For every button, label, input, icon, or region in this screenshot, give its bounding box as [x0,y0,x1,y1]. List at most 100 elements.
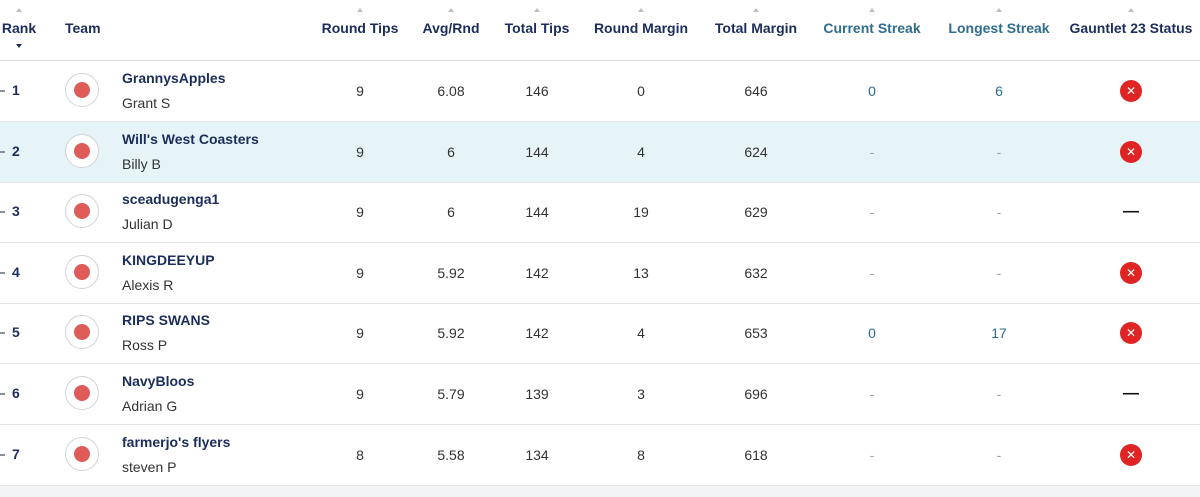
stat-value: 632 [744,264,768,281]
sort-arrow [869,8,875,12]
stat-value: 144 [525,143,549,160]
stat-value: 9 [356,143,364,160]
team-name[interactable]: Will's West Coasters [122,130,259,147]
team-logo [65,194,99,229]
stat-value: - [869,386,875,402]
stat-value: - [996,446,1002,463]
column-header[interactable]: Team [65,20,101,36]
sort-arrow [16,8,22,12]
sort-arrow [448,8,454,12]
rank: 7 [12,445,20,462]
header-row: Rank Team Round Tips Avg/Rnd Total Tips Round… [0,0,1200,61]
stat-value: 6 [447,204,455,221]
owner-name: steven P [122,458,177,475]
table-row[interactable]: 1 GrannysApples Grant S 9 6.08 146 0 646 0 6 ✕ [0,61,1200,122]
table-row[interactable]: 7 farmerjo's flyers steven P 8 5.58 134 8 618 - -… [0,425,1200,486]
table-row[interactable]: 3 sceadugenga1 Julian D 9 6 144 19 629 - - — [0,182,1200,244]
stat-value: 0 [868,325,876,342]
column-header[interactable]: Total Margin [714,20,798,36]
column-header[interactable]: Gauntlet 23 Status [1069,20,1193,36]
table-row[interactable]: 6 NavyBloos Adrian G 9 5.79 139 3 696 - - — [0,364,1200,425]
sort-arrow [996,8,1002,12]
stat-value: - [996,204,1002,221]
stat-value: 6 [447,143,455,160]
stat-value: 9 [356,325,364,342]
sort-arrow [357,8,363,12]
team-name[interactable]: NavyBloos [122,373,195,389]
column-header[interactable]: Rank [1,20,37,36]
stat-value: 4 [637,143,645,160]
stat-value: 3 [637,386,645,402]
team-logo [65,315,99,350]
rank-movement [0,211,5,214]
stat-value: - [996,143,1002,160]
owner-name: Adrian G [122,398,178,414]
stat-value: 142 [525,325,549,342]
rank-movement [0,271,5,274]
stat-value: 5.92 [437,325,465,342]
rank-movement [0,150,5,153]
stat-value: 146 [525,83,549,99]
rank: 2 [12,142,20,159]
column-header[interactable]: Longest Streak [948,20,1050,36]
rank-movement [0,453,5,456]
table-row[interactable]: 2 Will's West Coasters Billy B 9 6 144 4 624 - - ✕ [0,121,1200,183]
stat-value: - [869,204,875,221]
stat-value: 9 [356,204,364,221]
rank-movement [0,393,5,395]
gauntlet-status: — [1123,203,1139,221]
stat-value: 5.79 [437,386,465,402]
stat-value: 629 [744,204,768,221]
stat-value: 9 [356,83,364,99]
rank: 6 [12,385,20,401]
table-row[interactable]: 5 RIPS SWANS Ross P 9 5.92 142 4 653 0 17 ✕ [0,303,1200,365]
gauntlet-status: ✕ [1120,140,1142,163]
column-header[interactable]: Round Tips [321,20,399,36]
gauntlet-status: ✕ [1120,80,1142,102]
stat-value: 646 [744,83,768,99]
leaderboard: Rank Team Round Tips Avg/Rnd Total Tips Round… [0,0,1200,486]
owner-name: Alexis R [122,276,174,293]
stat-value: - [996,386,1002,402]
team-name[interactable]: RIPS SWANS [122,312,210,329]
sort-arrow [638,8,644,12]
sort-arrow [1128,8,1134,12]
owner-name: Grant S [122,95,171,111]
stat-value: 6 [995,83,1003,99]
sort-arrow [16,44,22,48]
stat-value: 19 [633,204,649,221]
team-name[interactable]: KINGDEEYUP [122,251,215,268]
stat-value: 696 [744,386,768,402]
gauntlet-status: ✕ [1120,322,1142,345]
owner-name: Julian D [122,216,173,233]
stat-value: 624 [744,143,768,160]
column-header[interactable]: Round Margin [593,20,689,36]
gauntlet-status: ✕ [1120,261,1142,284]
stat-value: 653 [744,325,768,342]
column-header[interactable]: Avg/Rnd [422,20,480,36]
stat-value: 9 [356,386,364,402]
stat-value: - [869,264,875,281]
team-logo [65,436,99,471]
stat-value: 5.92 [437,264,465,281]
team-name[interactable]: sceadugenga1 [122,191,220,208]
stat-value: 139 [525,386,549,402]
stat-value: 6.08 [437,83,465,99]
stat-value: 142 [525,264,549,281]
table-row[interactable]: 4 KINGDEEYUP Alexis R 9 5.92 142 13 632 - - ✕ [0,243,1200,304]
stat-value: 0 [637,83,645,99]
column-header[interactable]: Total Tips [504,20,570,36]
stat-value: 144 [525,204,549,221]
team-logo [65,133,99,168]
team-name[interactable]: GrannysApples [122,70,226,86]
column-header[interactable]: Current Streak [823,20,921,36]
stat-value: 9 [356,264,364,281]
sort-arrow [753,8,759,12]
team-name[interactable]: farmerjo's flyers [122,433,231,450]
rank: 1 [12,82,20,98]
rank-movement [0,332,5,335]
stat-value: 5.58 [437,446,465,463]
gauntlet-status: ✕ [1120,443,1142,466]
team-logo [65,73,99,107]
stat-value: 8 [356,446,364,463]
